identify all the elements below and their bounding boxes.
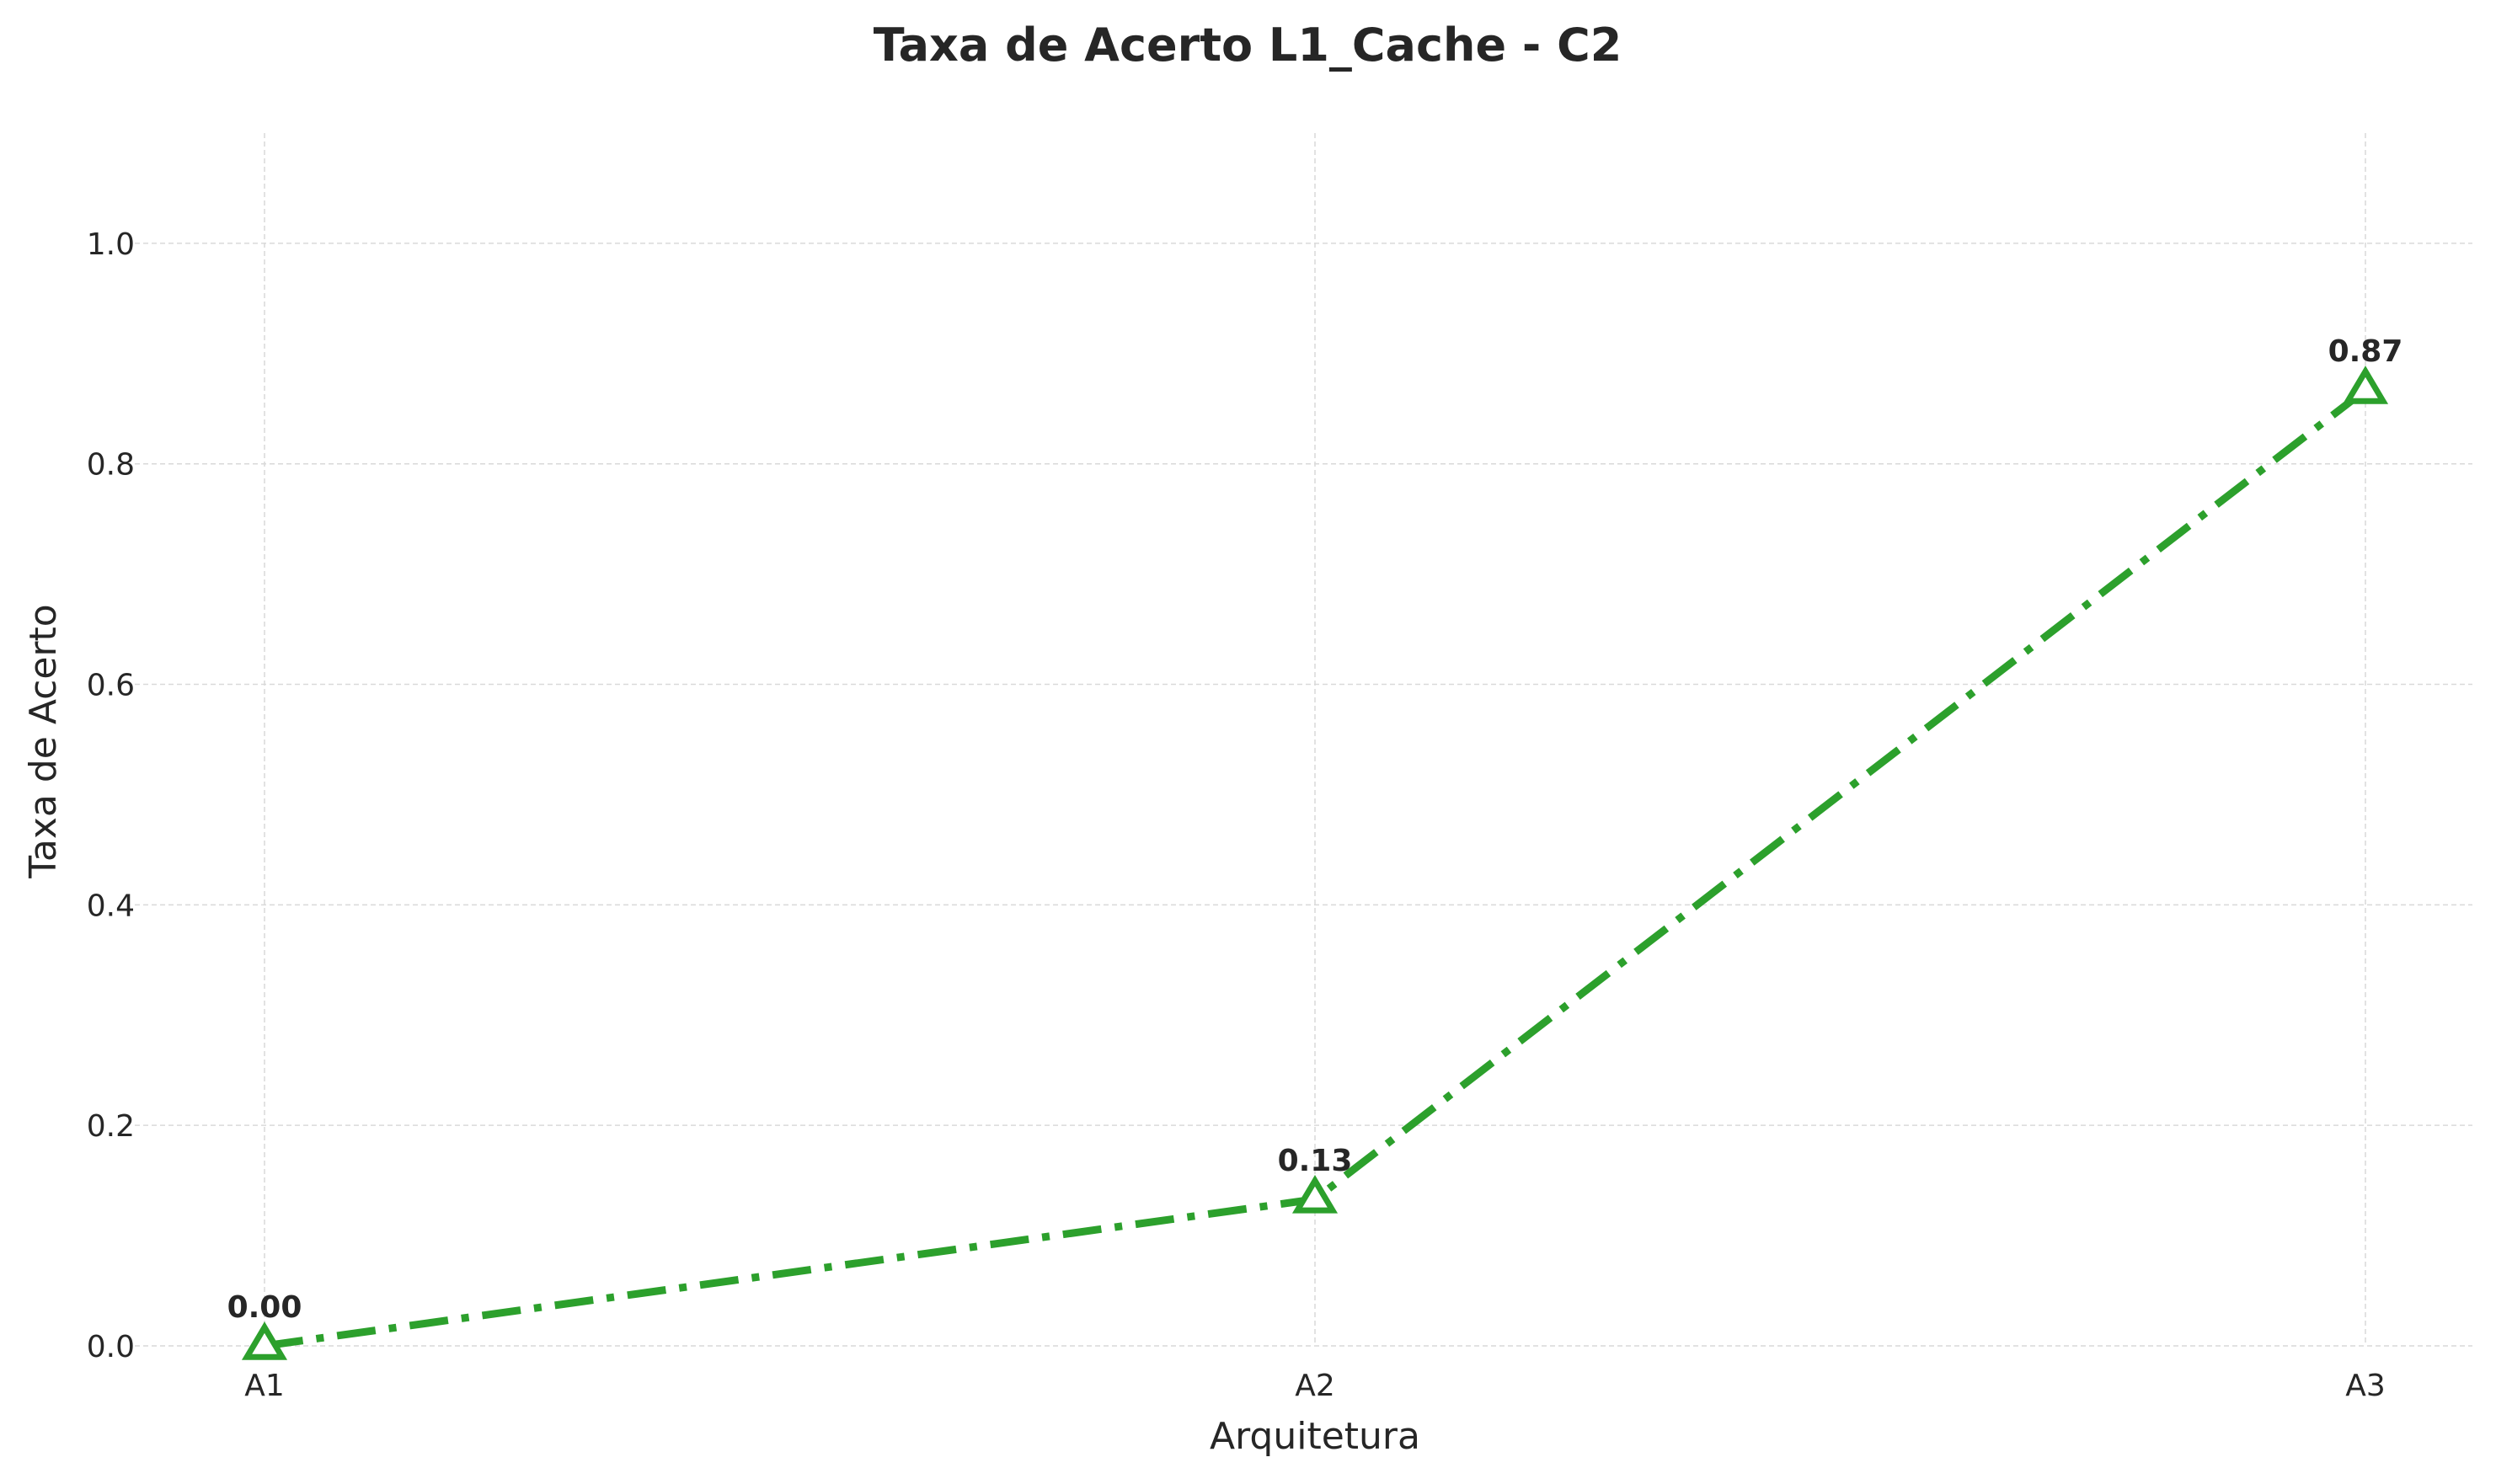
x-tick-label: A2 (1295, 1369, 1335, 1403)
data-label: 0.13 (1278, 1144, 1353, 1178)
data-label: 0.00 (227, 1290, 302, 1325)
x-axis-label: Arquitetura (1210, 1415, 1420, 1458)
x-tick-label: A1 (244, 1369, 285, 1403)
series-layer (241, 366, 2389, 1360)
y-tick-label: 0.8 (87, 448, 135, 483)
data-point-marker (2342, 366, 2389, 404)
y-tick-label: 0.6 (87, 669, 135, 703)
label-layer: 0.0 0.2 0.4 0.6 0.8 1.0 A1 A2 A3 0.00 0.13 0.87 (87, 227, 2403, 1403)
chart-title: Taxa de Acerto L1_Cache - C2 (874, 19, 1622, 72)
data-point-marker (1291, 1175, 1339, 1214)
y-tick-label: 0.4 (87, 889, 135, 923)
y-tick-label: 1.0 (87, 227, 135, 262)
y-tick-label: 0.0 (87, 1330, 135, 1364)
data-label: 0.87 (2328, 334, 2403, 369)
grid (135, 133, 2472, 1347)
y-tick-label: 0.2 (87, 1109, 135, 1144)
data-point-marker (241, 1321, 288, 1360)
y-axis-label: Taxa de Acerto (22, 604, 65, 878)
x-tick-label: A3 (2345, 1369, 2386, 1403)
